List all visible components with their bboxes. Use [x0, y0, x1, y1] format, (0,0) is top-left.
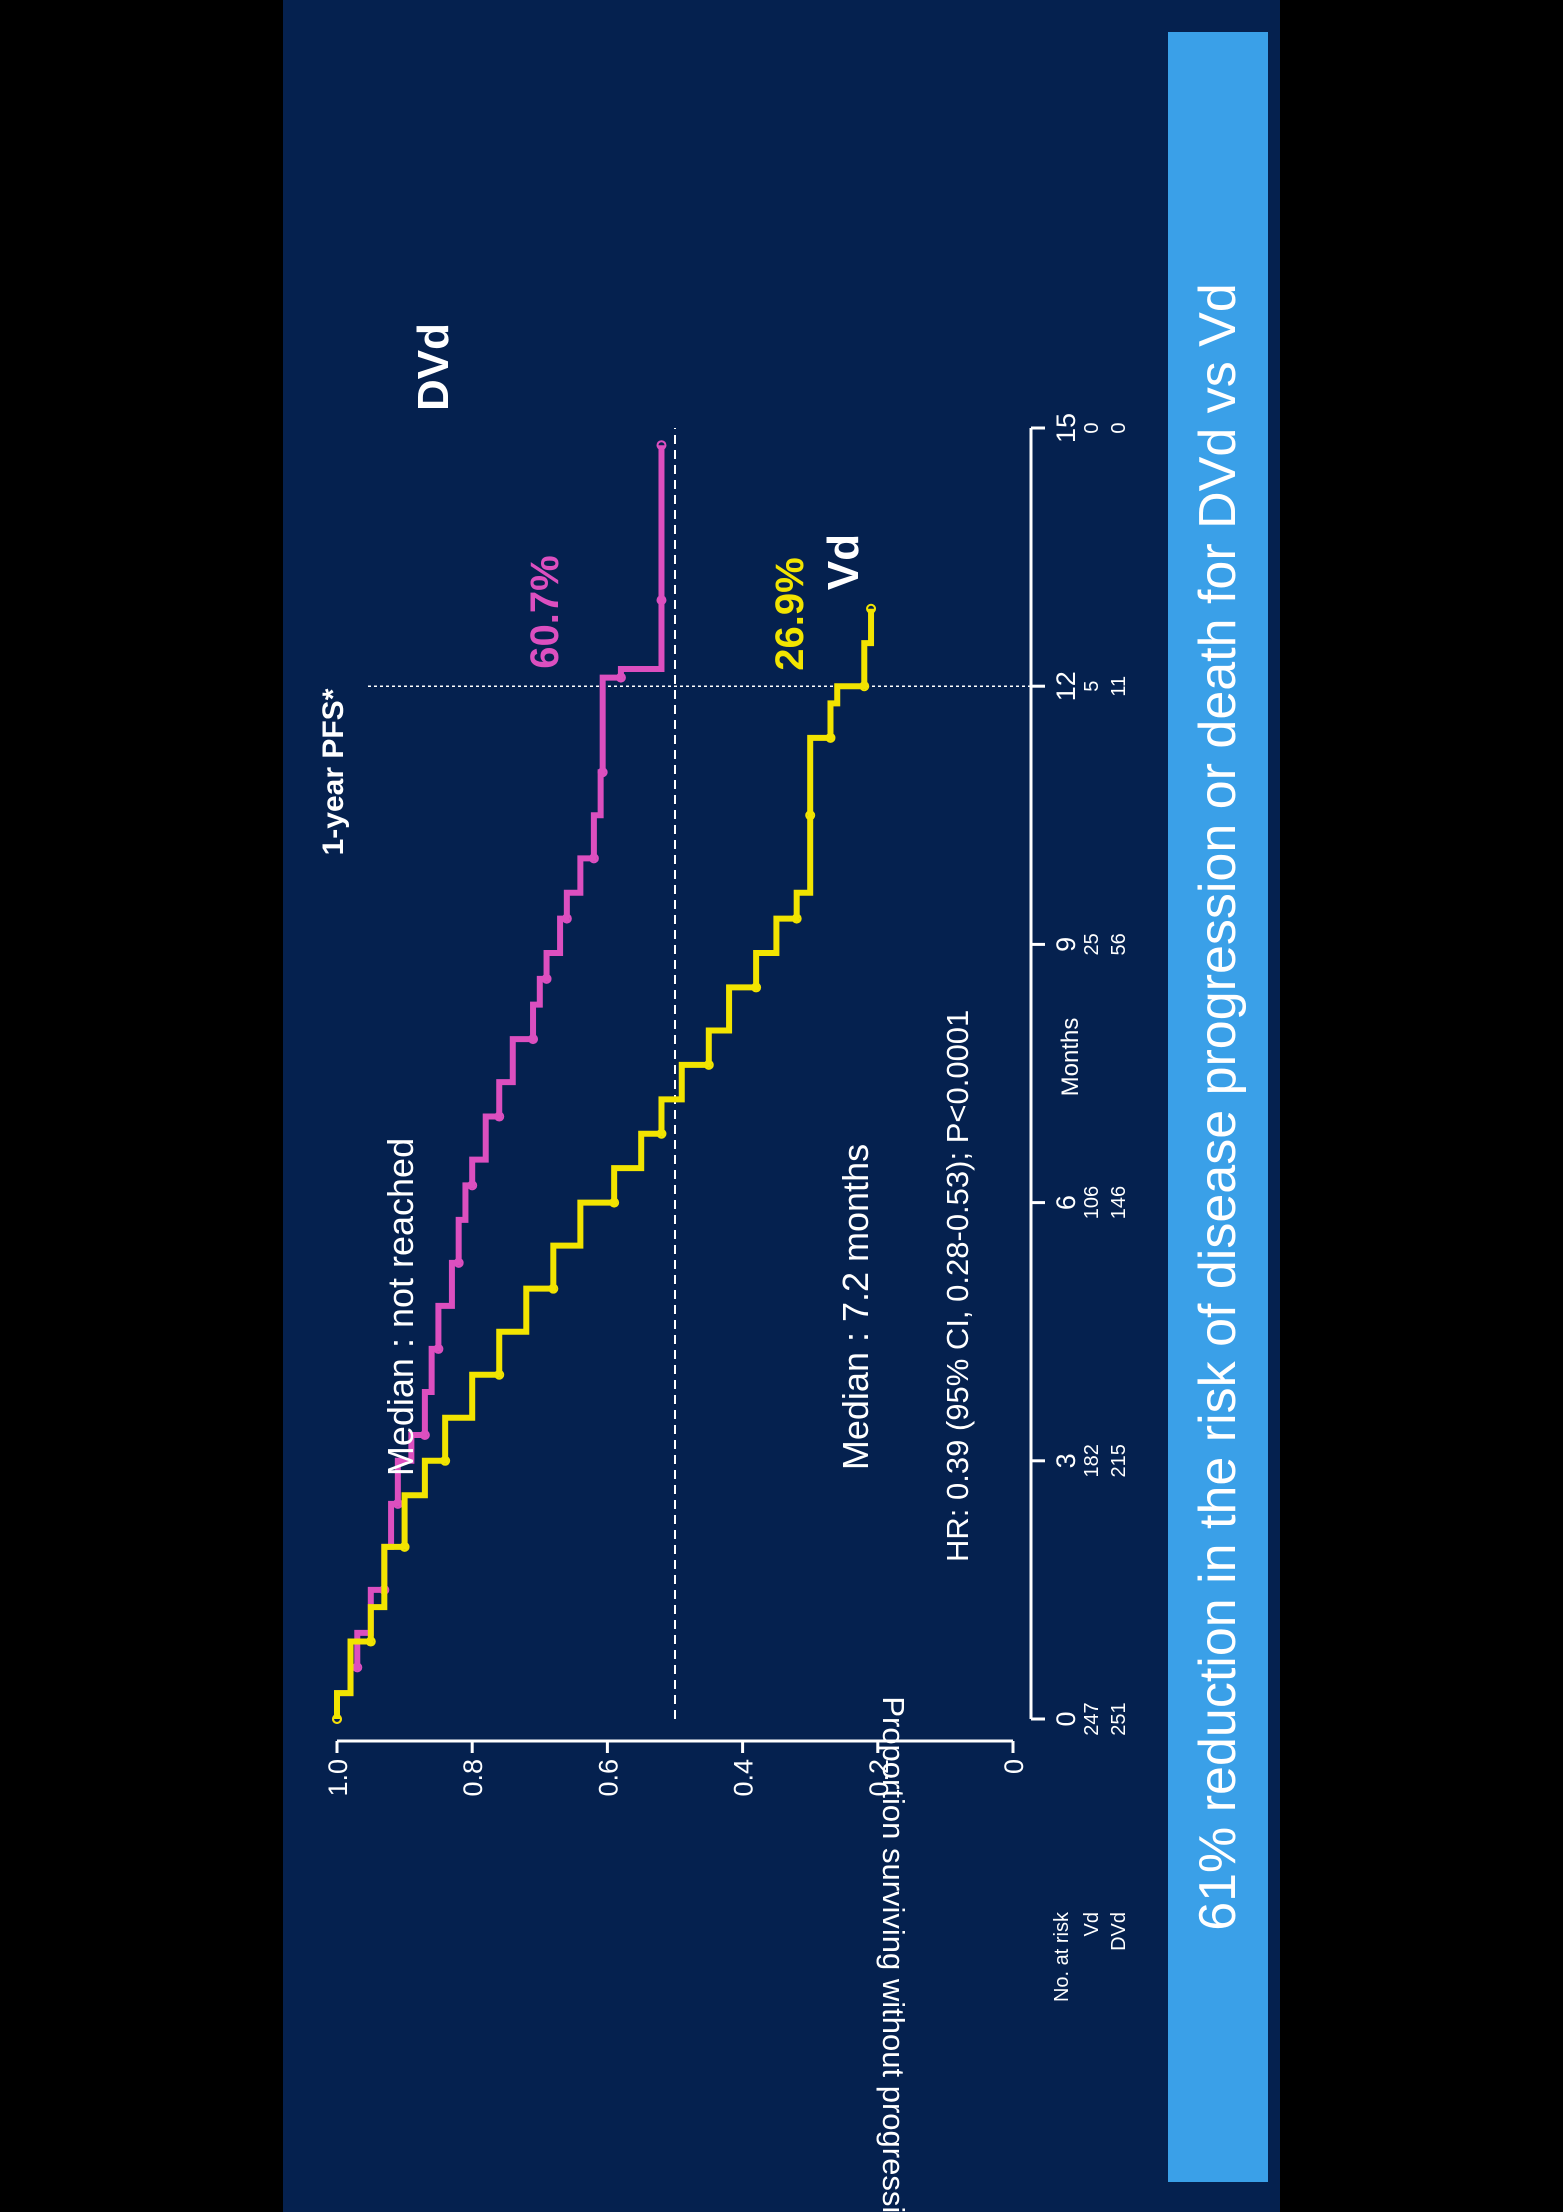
risk-table-header: No. at risk	[1051, 1911, 1073, 2002]
y-tick-label: 0.2	[864, 1759, 894, 1797]
censor-mark-dvd	[588, 853, 599, 864]
curve-dvd	[334, 445, 665, 1719]
risk-table-value: 5	[1081, 681, 1103, 692]
censor-mark-dvd	[453, 1257, 464, 1268]
reference-lines	[368, 428, 1031, 1719]
y-tick-label: 0.8	[458, 1759, 488, 1797]
slide-background	[283, 0, 1280, 2212]
vd-legend-label: Vd	[819, 534, 868, 590]
x-tick-label: 0	[1051, 1711, 1081, 1726]
y-tick-label: 0	[999, 1759, 1029, 1774]
risk-table-value: 251	[1108, 1702, 1130, 1735]
vd-median-label: Median : 7.2 months	[835, 1144, 876, 1470]
risk-table-value: 247	[1081, 1702, 1103, 1735]
x-tick-label: 6	[1051, 1195, 1081, 1210]
x-tick-label: 9	[1051, 937, 1081, 952]
censor-mark-vd	[751, 982, 762, 993]
censor-mark-dvd	[467, 1180, 478, 1191]
censor-mark-dvd	[656, 595, 667, 606]
censor-mark-dvd	[494, 1111, 505, 1122]
censor-mark-vd	[332, 1714, 342, 1724]
pfs-label: 1-year PFS*	[317, 688, 350, 855]
censor-mark-vd	[866, 603, 877, 614]
y-axis-title: Proportion surviving without progression	[876, 1696, 911, 2212]
risk-table-value: 146	[1108, 1186, 1130, 1219]
censor-mark-dvd	[433, 1343, 444, 1354]
x-tick-label: 15	[1051, 413, 1081, 443]
x-axis-title: Months	[1057, 1018, 1084, 1097]
vd-pfs-value: 26.9%	[768, 557, 812, 670]
censor-mark-vd	[548, 1283, 559, 1294]
risk-row-label-dvd: DVd	[1108, 1912, 1130, 1951]
risk-row-label-vd: Vd	[1081, 1912, 1103, 1936]
risk-table-value: 182	[1081, 1444, 1103, 1477]
censor-mark-vd	[656, 1128, 667, 1139]
censor-mark-vd	[825, 732, 836, 743]
censor-mark-dvd	[597, 767, 608, 778]
censor-mark-vd	[805, 810, 816, 821]
censor-mark-vd	[609, 1197, 620, 1208]
censor-mark-dvd	[656, 440, 667, 451]
censor-mark-dvd	[615, 672, 626, 683]
censor-mark-vd	[365, 1636, 376, 1647]
risk-table-value: 106	[1081, 1186, 1103, 1219]
x-tick-label: 12	[1051, 671, 1081, 701]
risk-table-value: 0	[1108, 422, 1130, 433]
conclusion-banner	[1168, 32, 1268, 2182]
censor-mark-vd	[859, 681, 870, 692]
risk-table-value: 0	[1081, 422, 1103, 433]
x-tick-label: 3	[1051, 1453, 1081, 1468]
hazard-ratio-label: HR: 0.39 (95% CI, 0.28-0.53); P<0.0001	[940, 1010, 975, 1562]
risk-table-value: 56	[1108, 933, 1130, 955]
censor-mark-vd	[399, 1541, 410, 1552]
censor-mark-dvd	[528, 1034, 539, 1045]
y-tick-label: 0.4	[729, 1759, 759, 1797]
dvd-legend-label: DVd	[409, 323, 458, 411]
censor-mark-vd	[440, 1455, 451, 1466]
censor-mark-dvd	[419, 1429, 430, 1440]
dvd-pfs-value: 60.7%	[523, 555, 567, 668]
axes: 0 0.2 0.4 0.6 0.8 1.0 0 3 6 9 12 15	[323, 413, 1081, 1797]
conclusion-text: 61% reduction in the risk of disease pro…	[1189, 283, 1247, 1931]
risk-table-value: 11	[1108, 676, 1130, 697]
y-tick-label: 0.6	[593, 1759, 623, 1797]
risk-table-value: 25	[1081, 933, 1103, 955]
dvd-median-label: Median : not reached	[380, 1138, 421, 1476]
censor-mark-vd	[703, 1059, 714, 1070]
risk-table: No. at risk Vd DVd 247 182 106 25 5 0 251 215 14…	[1051, 422, 1130, 2002]
y-tick-label: 1.0	[323, 1759, 353, 1797]
censor-mark-vd	[494, 1369, 505, 1380]
survival-curves	[332, 440, 877, 1724]
risk-table-value: 215	[1108, 1444, 1130, 1477]
censor-mark-dvd	[541, 973, 552, 984]
censor-mark-vd	[791, 913, 802, 924]
curve-vd	[334, 608, 875, 1719]
censor-mark-dvd	[561, 913, 572, 924]
